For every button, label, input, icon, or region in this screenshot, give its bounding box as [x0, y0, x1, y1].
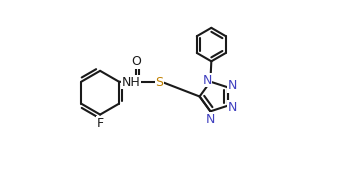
Text: S: S — [155, 76, 164, 89]
Text: N: N — [228, 101, 237, 114]
Text: O: O — [131, 55, 141, 68]
Text: N: N — [202, 74, 212, 87]
Text: N: N — [228, 79, 237, 92]
Text: NH: NH — [121, 76, 140, 89]
Text: F: F — [97, 117, 104, 130]
Text: N: N — [206, 113, 215, 126]
